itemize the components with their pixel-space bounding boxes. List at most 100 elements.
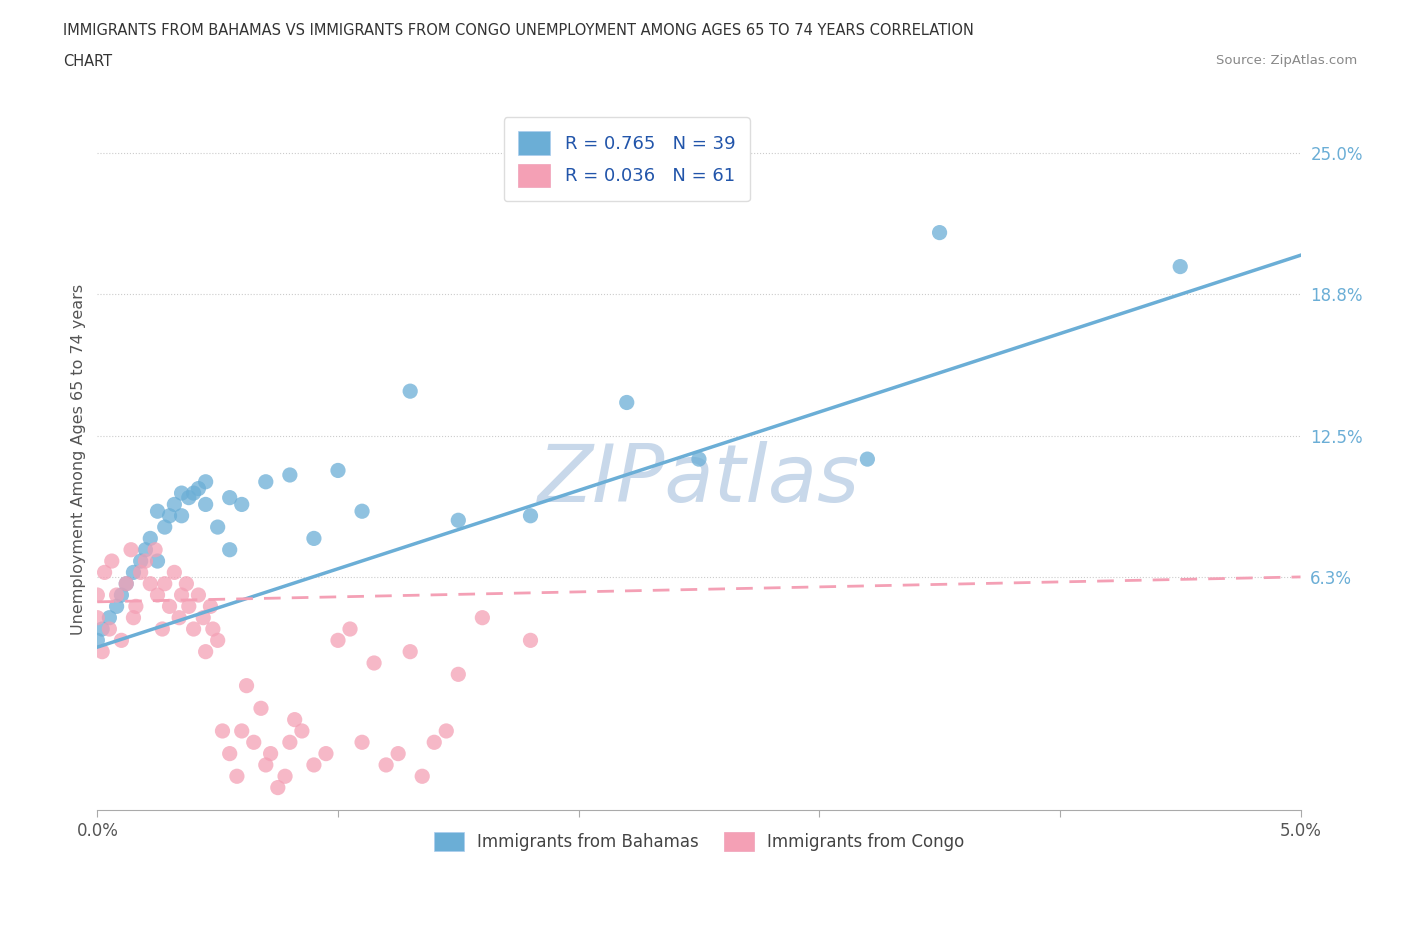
Point bbox=[616, 395, 638, 410]
Point bbox=[200, 599, 222, 614]
Point bbox=[387, 746, 409, 761]
Point bbox=[352, 735, 374, 750]
Point bbox=[375, 758, 398, 773]
Point bbox=[101, 553, 124, 568]
Point bbox=[267, 780, 290, 795]
Point bbox=[146, 504, 169, 519]
Point bbox=[125, 599, 148, 614]
Point bbox=[91, 621, 114, 636]
Point bbox=[231, 497, 253, 512]
Point bbox=[211, 724, 233, 738]
Point bbox=[339, 621, 361, 636]
Point bbox=[207, 520, 229, 535]
Point bbox=[183, 621, 205, 636]
Point bbox=[177, 599, 200, 614]
Point bbox=[326, 633, 349, 648]
Text: CHART: CHART bbox=[63, 54, 112, 69]
Point bbox=[187, 481, 209, 496]
Point bbox=[170, 588, 193, 603]
Point bbox=[167, 610, 190, 625]
Point bbox=[278, 735, 301, 750]
Point bbox=[122, 565, 145, 579]
Point bbox=[86, 610, 108, 625]
Point bbox=[447, 667, 470, 682]
Point bbox=[235, 678, 257, 693]
Point bbox=[105, 599, 128, 614]
Point bbox=[98, 610, 121, 625]
Point bbox=[105, 588, 128, 603]
Point bbox=[139, 577, 162, 591]
Point bbox=[86, 633, 108, 648]
Point bbox=[218, 542, 240, 557]
Point bbox=[326, 463, 349, 478]
Point bbox=[187, 588, 209, 603]
Point bbox=[399, 384, 422, 399]
Point bbox=[250, 701, 273, 716]
Point bbox=[411, 769, 433, 784]
Legend: Immigrants from Bahamas, Immigrants from Congo: Immigrants from Bahamas, Immigrants from… bbox=[427, 826, 972, 858]
Point bbox=[434, 724, 457, 738]
Point bbox=[242, 735, 264, 750]
Point bbox=[302, 758, 325, 773]
Point bbox=[856, 452, 879, 467]
Point bbox=[129, 553, 152, 568]
Point bbox=[91, 644, 114, 659]
Point bbox=[134, 553, 156, 568]
Point bbox=[928, 225, 950, 240]
Point bbox=[146, 588, 169, 603]
Point bbox=[315, 746, 337, 761]
Point bbox=[115, 577, 138, 591]
Text: IMMIGRANTS FROM BAHAMAS VS IMMIGRANTS FROM CONGO UNEMPLOYMENT AMONG AGES 65 TO 7: IMMIGRANTS FROM BAHAMAS VS IMMIGRANTS FR… bbox=[63, 23, 974, 38]
Point bbox=[153, 520, 176, 535]
Point bbox=[194, 474, 217, 489]
Point bbox=[688, 452, 710, 467]
Text: Source: ZipAtlas.com: Source: ZipAtlas.com bbox=[1216, 54, 1357, 67]
Point bbox=[226, 769, 249, 784]
Point bbox=[259, 746, 281, 761]
Point bbox=[218, 490, 240, 505]
Point bbox=[143, 542, 166, 557]
Point bbox=[176, 577, 198, 591]
Point bbox=[163, 497, 186, 512]
Point bbox=[153, 577, 176, 591]
Point bbox=[129, 565, 152, 579]
Point bbox=[170, 485, 193, 500]
Point bbox=[146, 553, 169, 568]
Point bbox=[115, 577, 138, 591]
Point bbox=[423, 735, 446, 750]
Point bbox=[122, 610, 145, 625]
Point bbox=[159, 509, 181, 524]
Point bbox=[218, 746, 240, 761]
Point bbox=[93, 565, 115, 579]
Point bbox=[471, 610, 494, 625]
Point bbox=[86, 588, 108, 603]
Point bbox=[163, 565, 186, 579]
Point bbox=[254, 474, 277, 489]
Point bbox=[519, 633, 541, 648]
Point bbox=[254, 758, 277, 773]
Y-axis label: Unemployment Among Ages 65 to 74 years: Unemployment Among Ages 65 to 74 years bbox=[72, 284, 86, 634]
Point bbox=[274, 769, 297, 784]
Point bbox=[363, 656, 385, 671]
Point bbox=[193, 610, 215, 625]
Point bbox=[207, 633, 229, 648]
Point bbox=[183, 485, 205, 500]
Point bbox=[139, 531, 162, 546]
Point bbox=[194, 644, 217, 659]
Point bbox=[399, 644, 422, 659]
Point bbox=[194, 497, 217, 512]
Point bbox=[447, 512, 470, 527]
Point bbox=[278, 468, 301, 483]
Point bbox=[231, 724, 253, 738]
Point bbox=[170, 509, 193, 524]
Point bbox=[302, 531, 325, 546]
Point bbox=[284, 712, 307, 727]
Point bbox=[159, 599, 181, 614]
Point bbox=[98, 621, 121, 636]
Text: ZIPatlas: ZIPatlas bbox=[538, 441, 860, 519]
Point bbox=[110, 588, 132, 603]
Point bbox=[201, 621, 224, 636]
Point bbox=[150, 621, 173, 636]
Point bbox=[177, 490, 200, 505]
Point bbox=[134, 542, 156, 557]
